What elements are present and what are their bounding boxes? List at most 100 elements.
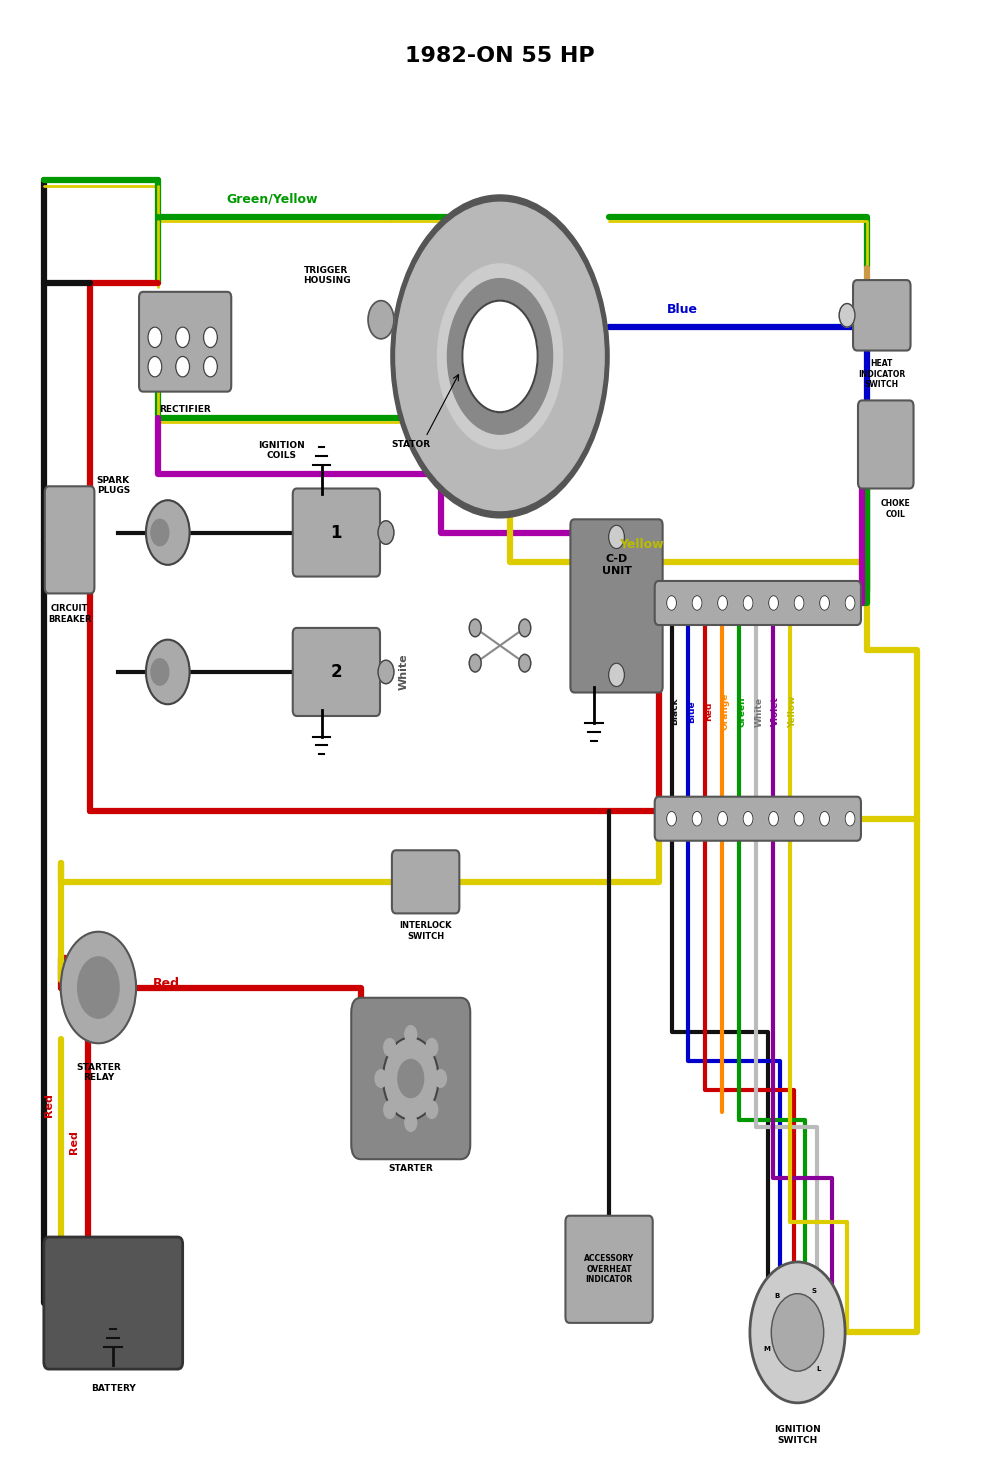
Circle shape <box>426 1101 438 1119</box>
Circle shape <box>203 328 217 348</box>
FancyBboxPatch shape <box>858 400 914 489</box>
Circle shape <box>148 356 162 376</box>
Text: Green: Green <box>737 697 746 726</box>
Text: Violet: Violet <box>771 697 780 726</box>
Circle shape <box>771 1293 824 1371</box>
Circle shape <box>469 654 481 672</box>
Text: HEAT
INDICATOR
SWITCH: HEAT INDICATOR SWITCH <box>858 359 905 388</box>
Text: Yellow: Yellow <box>788 695 797 728</box>
Circle shape <box>405 1026 417 1044</box>
Circle shape <box>391 195 609 518</box>
FancyBboxPatch shape <box>351 998 470 1159</box>
FancyBboxPatch shape <box>392 850 459 914</box>
Text: 1: 1 <box>331 524 342 542</box>
Text: BATTERY: BATTERY <box>91 1383 136 1393</box>
Circle shape <box>609 663 624 686</box>
FancyBboxPatch shape <box>45 486 94 593</box>
Circle shape <box>61 931 136 1044</box>
Circle shape <box>78 956 119 1018</box>
Text: RECTIFIER: RECTIFIER <box>159 404 211 413</box>
Text: L: L <box>816 1367 820 1373</box>
Circle shape <box>405 1114 417 1131</box>
Circle shape <box>396 202 604 511</box>
FancyBboxPatch shape <box>853 280 911 350</box>
Text: CHOKE
COIL: CHOKE COIL <box>881 499 911 518</box>
Circle shape <box>519 654 531 672</box>
FancyBboxPatch shape <box>44 1237 183 1370</box>
Circle shape <box>718 812 728 827</box>
Text: Blue: Blue <box>687 700 696 723</box>
Text: Black: Black <box>670 698 679 725</box>
Circle shape <box>368 301 394 339</box>
Text: CIRCUIT
BREAKER: CIRCUIT BREAKER <box>48 604 91 624</box>
Text: Yellow: Yellow <box>619 537 664 551</box>
FancyBboxPatch shape <box>293 489 380 577</box>
Circle shape <box>398 1060 424 1098</box>
Text: IGNITION
SWITCH: IGNITION SWITCH <box>774 1426 821 1445</box>
Circle shape <box>794 812 804 827</box>
FancyBboxPatch shape <box>293 627 380 716</box>
Text: Red: Red <box>44 1094 54 1117</box>
Circle shape <box>146 639 190 704</box>
Circle shape <box>667 812 677 827</box>
Circle shape <box>769 812 779 827</box>
Circle shape <box>519 618 531 636</box>
FancyBboxPatch shape <box>565 1216 653 1322</box>
Text: B: B <box>774 1293 779 1299</box>
Circle shape <box>743 596 753 610</box>
Circle shape <box>435 1070 446 1088</box>
Circle shape <box>769 596 779 610</box>
Text: ACCESSORY
OVERHEAT
INDICATOR: ACCESSORY OVERHEAT INDICATOR <box>584 1255 634 1284</box>
Circle shape <box>203 356 217 376</box>
Circle shape <box>151 520 169 546</box>
Circle shape <box>820 812 830 827</box>
Text: S: S <box>811 1289 816 1294</box>
Text: Red: Red <box>69 1129 79 1154</box>
Circle shape <box>794 596 804 610</box>
Circle shape <box>378 521 394 545</box>
Text: STARTER: STARTER <box>388 1163 433 1172</box>
Text: Red: Red <box>153 977 180 989</box>
Circle shape <box>462 301 538 412</box>
Circle shape <box>384 1039 396 1057</box>
Circle shape <box>692 812 702 827</box>
Circle shape <box>375 1070 387 1088</box>
Text: STATOR: STATOR <box>391 440 430 449</box>
Circle shape <box>146 500 190 565</box>
Circle shape <box>845 596 855 610</box>
FancyBboxPatch shape <box>139 292 231 391</box>
Circle shape <box>176 328 190 348</box>
Text: 2: 2 <box>331 663 342 680</box>
Text: IGNITION
COILS: IGNITION COILS <box>258 441 305 461</box>
FancyBboxPatch shape <box>570 520 663 692</box>
FancyBboxPatch shape <box>655 582 861 624</box>
Text: INTERLOCK
SWITCH: INTERLOCK SWITCH <box>399 921 452 940</box>
Text: STARTER
RELAY: STARTER RELAY <box>76 1063 121 1082</box>
Circle shape <box>151 658 169 685</box>
Text: Blue: Blue <box>667 303 698 316</box>
Circle shape <box>383 1038 439 1120</box>
Circle shape <box>469 618 481 636</box>
Circle shape <box>845 812 855 827</box>
Circle shape <box>750 1262 845 1402</box>
Circle shape <box>384 1101 396 1119</box>
Circle shape <box>692 596 702 610</box>
Text: Green/Yellow: Green/Yellow <box>226 193 318 205</box>
Circle shape <box>718 596 728 610</box>
Text: TRIGGER
HOUSING: TRIGGER HOUSING <box>303 266 350 285</box>
Text: 1982-ON 55 HP: 1982-ON 55 HP <box>405 46 595 65</box>
Circle shape <box>839 304 855 328</box>
Circle shape <box>667 596 677 610</box>
Text: M: M <box>764 1346 771 1352</box>
Circle shape <box>438 264 562 449</box>
Text: SPARK
PLUGS: SPARK PLUGS <box>97 475 130 496</box>
Circle shape <box>148 328 162 348</box>
FancyBboxPatch shape <box>655 797 861 841</box>
Circle shape <box>447 279 553 434</box>
Text: White: White <box>399 654 409 691</box>
Text: White: White <box>754 697 763 726</box>
Circle shape <box>609 525 624 549</box>
Text: Red: Red <box>704 703 713 722</box>
Text: Orange: Orange <box>721 692 730 731</box>
Circle shape <box>820 596 830 610</box>
